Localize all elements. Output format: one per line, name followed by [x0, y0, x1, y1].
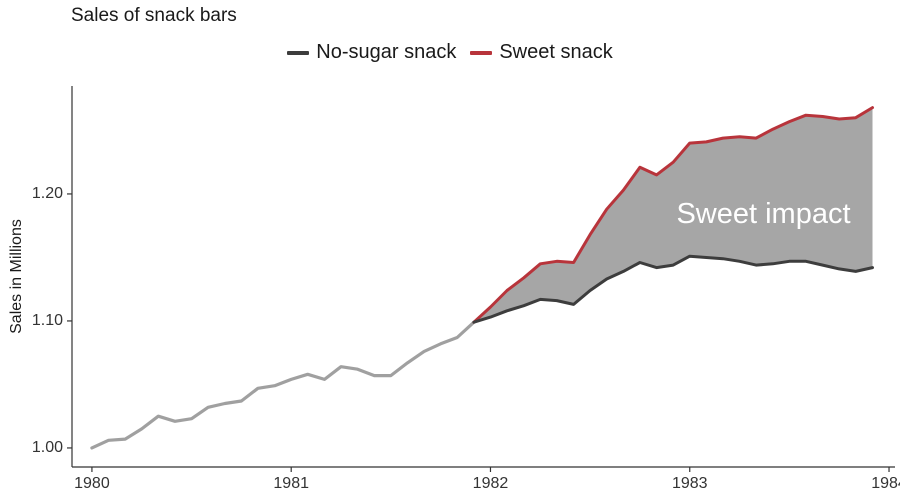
series-line-no-sugar-snack	[472, 254, 874, 324]
y-tick-label: 1.10	[32, 312, 63, 329]
legend-label-no-sugar: No-sugar snack	[316, 41, 457, 63]
y-tick-label: 1.20	[32, 185, 63, 202]
chart-title: Sales of snack bars	[71, 5, 237, 26]
series-line-shared	[90, 320, 476, 450]
y-tick-label: 1.00	[32, 439, 63, 456]
sweet-impact-area	[473, 107, 873, 323]
legend-swatch-no-sugar	[287, 50, 310, 55]
legend-label-sweet: Sweet snack	[499, 41, 613, 63]
legend-item-no-sugar: No-sugar snack	[287, 41, 456, 64]
x-tick-label: 1980	[74, 475, 110, 492]
annotation-sweet-impact: Sweet impact	[676, 198, 850, 230]
x-tick-label: 1984	[871, 475, 900, 492]
x-tick-label: 1983	[672, 475, 708, 492]
legend-swatch-sweet	[470, 50, 493, 55]
x-tick-label: 1982	[473, 475, 509, 492]
x-tick-label: 1981	[273, 475, 309, 492]
series-line-sweet-snack	[472, 106, 874, 324]
y-axis-title: Sales in Millions	[8, 219, 25, 334]
legend: No-sugar snack Sweet snack	[0, 41, 900, 64]
legend-item-sweet: Sweet snack	[470, 41, 613, 64]
